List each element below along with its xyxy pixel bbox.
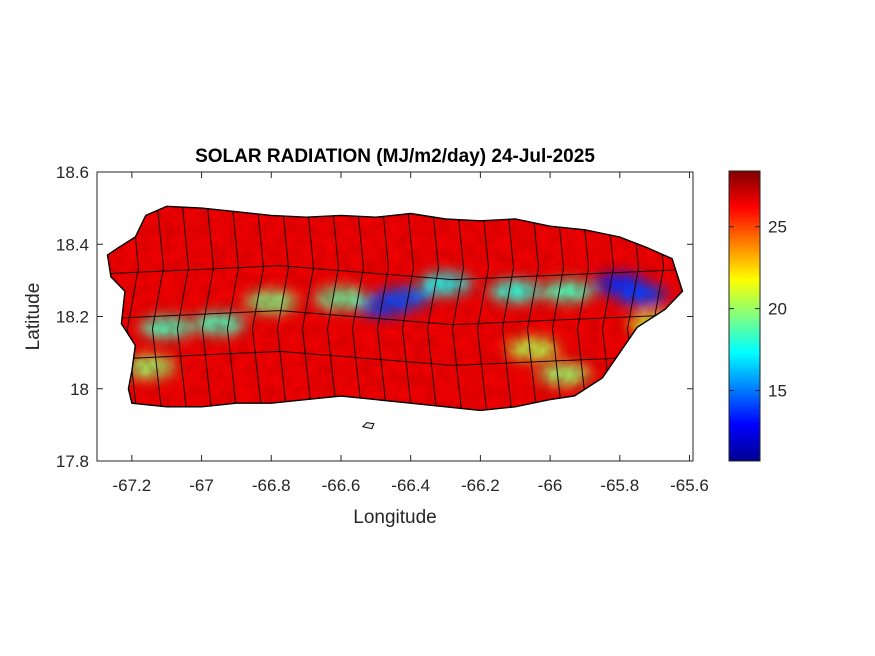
x-tick-label: -66.8 [252,476,291,495]
colorbar-tick-label: 25 [768,218,787,237]
heatmap-texture [107,206,683,411]
municipality-boundary [502,206,515,411]
municipality-boundary [151,206,164,411]
x-tick-label: -66.4 [391,476,430,495]
heatmap-island [106,205,684,430]
x-axis: -67.2 -67 -66.8 -66.6 -66.4 -66.2 -66 -65.8 -65.… [112,172,709,495]
x-tick-label: -66.2 [461,476,500,495]
municipality-boundary [301,206,314,411]
x-tick-label: -67 [189,476,214,495]
y-tick-label: 18.2 [56,308,89,327]
municipality-boundary [452,206,465,411]
colorbar-ticks: 15 20 25 [729,218,787,401]
municipality-boundary [577,206,590,411]
colorbar-tick-label: 15 [768,382,787,401]
island-outline [106,205,684,412]
municipality-boundary [107,350,683,366]
municipality-boundary [251,206,264,411]
islet-caja-de-muertos [361,422,375,430]
colorbar-tick-label: 20 [768,300,787,319]
municipality-boundary [552,206,565,411]
y-tick-label: 18.6 [56,163,89,182]
x-tick-label: -66 [538,476,563,495]
y-tick-label: 17.8 [56,452,89,471]
municipality-boundaries [107,206,683,411]
municipality-boundary [107,265,683,281]
chart-title: SOLAR RADIATION (MJ/m2/day) 24-Jul-2025 [195,146,595,167]
municipality-boundary [602,206,615,411]
municipality-boundary [376,206,390,411]
x-tick-label: -65.8 [600,476,639,495]
municipality-boundary [176,206,189,411]
municipality-boundary [477,206,490,411]
municipality-boundary [351,206,364,411]
municipality-boundary [226,206,239,411]
colorbar [728,170,761,462]
municipality-boundary [427,206,440,411]
x-tick-label: -67.2 [112,476,151,495]
municipality-boundary [527,206,540,411]
x-tick-label: -65.6 [670,476,709,495]
municipality-boundary [107,310,683,326]
x-axis-title: Longitude [353,507,436,528]
municipality-boundary [326,206,339,411]
y-axis: 17.8 18 18.2 18.4 18.6 [56,163,693,471]
municipality-boundary [276,206,289,411]
y-tick-label: 18.4 [56,235,89,254]
municipality-boundary [401,206,415,411]
y-axis-title: Latitude [23,283,44,351]
municipality-boundary [201,206,214,411]
y-tick-label: 18 [70,380,89,399]
x-tick-label: -66.6 [322,476,361,495]
